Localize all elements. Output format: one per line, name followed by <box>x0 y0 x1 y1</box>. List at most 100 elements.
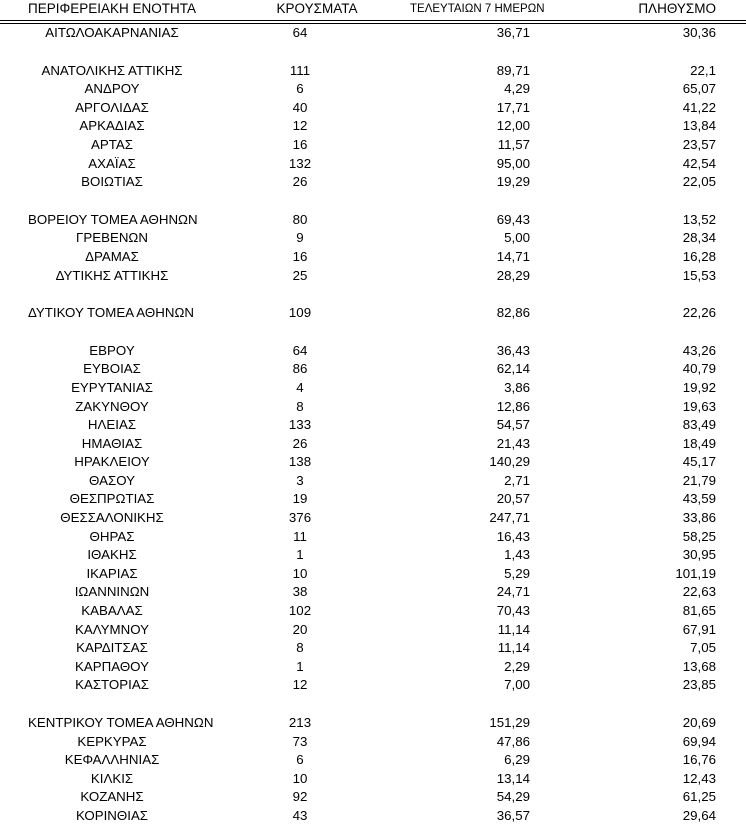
table-row[interactable]: ΑΝΔΡΟΥ 6 4,29 65,07 <box>0 80 746 99</box>
cell-last-7-days: 11,14 <box>497 621 530 637</box>
cell-region: ΔΥΤΙΚΟΥ ΤΟΜΕΑ ΑΘΗΝΩΝ <box>28 305 194 321</box>
cell-last-7-days: 36,57 <box>496 807 530 823</box>
cell-cases: 80 <box>292 211 308 227</box>
table-row[interactable]: ΚΑΛΥΜΝΟΥ 20 11,14 67,91 <box>0 621 746 640</box>
cell-population: 30,36 <box>682 25 716 40</box>
table-row[interactable]: ΚΑΣΤΟΡΙΑΣ 12 7,00 23,85 <box>0 676 746 695</box>
table-row[interactable]: ΘΕΣΣΑΛΟΝΙΚΗΣ 376 247,71 33,86 <box>0 509 746 528</box>
cell-last-7-days: 95,00 <box>496 155 530 171</box>
cell-population: 28,34 <box>682 230 716 246</box>
cell-region: ΑΡΚΑΔΙΑΣ <box>79 118 145 134</box>
cell-cases: 1 <box>296 658 304 674</box>
cell-cases: 6 <box>296 752 304 768</box>
cell-cases: 111 <box>289 62 311 78</box>
cell-region: ΘΑΣΟΥ <box>89 472 135 488</box>
cell-region: ΑΙΤΩΛΟΑΚΑΡΝΑΝΙΑΣ <box>45 25 179 40</box>
table-row[interactable]: ΚΟΖΑΝΗΣ 92 54,29 61,25 <box>0 788 746 807</box>
table-row[interactable]: ΚΕΝΤΡΙΚΟΥ ΤΟΜΕΑ ΑΘΗΝΩΝ 213 151,29 20,69 <box>0 714 746 733</box>
table-row[interactable]: ΗΛΕΙΑΣ 133 54,57 83,49 <box>0 416 746 435</box>
cell-population: 20,69 <box>682 715 716 730</box>
table-spacer-cell <box>0 695 746 714</box>
table-row[interactable]: ΙΚΑΡΙΑΣ 10 5,29 101,19 <box>0 565 746 584</box>
table-row[interactable]: ΕΥΒΟΙΑΣ 86 62,14 40,79 <box>0 360 746 379</box>
table-row[interactable]: ΙΘΑΚΗΣ 1 1,43 30,95 <box>0 546 746 565</box>
cell-population: 83,49 <box>682 417 716 433</box>
table-row[interactable]: ΔΡΑΜΑΣ 16 14,71 16,28 <box>0 248 746 267</box>
cell-region: ΕΒΡΟΥ <box>89 342 135 358</box>
table-row[interactable]: ΚΑΡΔΙΤΣΑΣ 8 11,14 7,05 <box>0 639 746 658</box>
cell-population: 61,25 <box>682 789 716 805</box>
cell-region: ΚΕΦΑΛΛΗΝΙΑΣ <box>64 752 160 768</box>
table-row[interactable]: ΑΧΑΪΑΣ 132 95,00 42,54 <box>0 155 746 174</box>
cell-population: 19,92 <box>682 379 716 395</box>
cell-population: 101,19 <box>675 565 716 581</box>
table-row[interactable]: ΒΟΡΕΙΟΥ ΤΟΜΕΑ ΑΘΗΝΩΝ 80 69,43 13,52 <box>0 211 746 230</box>
cell-cases: 10 <box>292 565 308 581</box>
cell-cases: 16 <box>292 248 308 264</box>
cell-cases: 16 <box>292 136 308 152</box>
table-row[interactable]: ΚΙΛΚΙΣ 10 13,14 12,43 <box>0 770 746 789</box>
cell-population: 43,26 <box>682 342 716 358</box>
table-spacer-row <box>0 43 746 62</box>
cell-last-7-days: 14,71 <box>496 248 530 264</box>
cell-population: 16,28 <box>682 248 716 264</box>
table-row[interactable]: ΕΒΡΟΥ 64 36,43 43,26 <box>0 342 746 361</box>
cell-last-7-days: 151,29 <box>489 715 530 730</box>
cell-cases: 73 <box>292 733 308 749</box>
cell-cases: 102 <box>288 603 312 619</box>
cell-last-7-days: 13,14 <box>496 770 530 786</box>
cell-region: ΑΡΤΑΣ <box>91 136 133 152</box>
table-row[interactable]: ΓΡΕΒΕΝΩΝ 9 5,00 28,34 <box>0 229 746 248</box>
table-row[interactable]: ΗΜΑΘΙΑΣ 26 21,43 18,49 <box>0 435 746 454</box>
cell-cases: 4 <box>296 379 304 395</box>
table-row[interactable]: ΔΥΤΙΚΗΣ ΑΤΤΙΚΗΣ 25 28,29 15,53 <box>0 267 746 286</box>
cell-region: ΚΟΖΑΝΗΣ <box>80 789 144 805</box>
table-row[interactable]: ΙΩΑΝΝΙΝΩΝ 38 24,71 22,63 <box>0 583 746 602</box>
cell-cases: 10 <box>292 770 308 786</box>
cell-last-7-days: 47,86 <box>496 733 530 749</box>
table-row[interactable]: ΚΑΒΑΛΑΣ 102 70,43 81,65 <box>0 602 746 621</box>
table-row[interactable]: ΕΥΡΥΤΑΝΙΑΣ 4 3,86 19,92 <box>0 379 746 398</box>
cell-cases: 6 <box>296 81 304 97</box>
cell-region: ΔΡΑΜΑΣ <box>85 248 139 264</box>
cell-cases: 43 <box>292 807 308 823</box>
cell-last-7-days: 89,71 <box>496 62 530 78</box>
cell-cases: 64 <box>292 342 308 358</box>
cell-region: ΙΩΑΝΝΙΝΩΝ <box>74 584 150 600</box>
table-spacer-cell <box>0 285 746 304</box>
column-header-population[interactable]: ΠΛΗΘΥΣΜΟ <box>638 1 716 16</box>
table-row[interactable]: ΗΡΑΚΛΕΙΟΥ 138 140,29 45,17 <box>0 453 746 472</box>
table-row[interactable]: ΑΡΓΟΛΙΔΑΣ 40 17,71 41,22 <box>0 99 746 118</box>
cell-cases: 26 <box>292 435 308 451</box>
cell-population: 30,95 <box>682 547 716 563</box>
table-row[interactable]: ΑΡΚΑΔΙΑΣ 12 12,00 13,84 <box>0 117 746 136</box>
cell-cases: 26 <box>292 174 308 190</box>
table-row[interactable]: ΑΡΤΑΣ 16 11,57 23,57 <box>0 136 746 155</box>
header-rule-row <box>0 19 746 24</box>
cell-population: 13,52 <box>682 211 716 227</box>
column-header-region[interactable]: ΠΕΡΙΦΕΡΕΙΑΚΗ ΕΝΟΤΗΤΑ <box>27 1 197 16</box>
table-row[interactable]: ΚΑΡΠΑΘΟΥ 1 2,29 13,68 <box>0 658 746 677</box>
table-row[interactable]: ΔΥΤΙΚΟΥ ΤΟΜΕΑ ΑΘΗΝΩΝ 109 82,86 22,26 <box>0 304 746 323</box>
table-row[interactable]: ΘΕΣΠΡΩΤΙΑΣ 19 20,57 43,59 <box>0 490 746 509</box>
column-header-last-7-days[interactable]: ΤΕΛΕΥΤΑΙΩΝ 7 ΗΜΕΡΩΝ <box>410 3 545 15</box>
cell-region: ΚΑΡΠΑΘΟΥ <box>75 658 149 674</box>
table-row[interactable]: ΘΗΡΑΣ 11 16,43 58,25 <box>0 528 746 547</box>
table-row[interactable]: ΑΙΤΩΛΟΑΚΑΡΝΑΝΙΑΣ 64 36,71 30,36 <box>0 24 746 43</box>
table-row[interactable]: ΘΑΣΟΥ 3 2,71 21,79 <box>0 472 746 491</box>
cell-last-7-days: 2,29 <box>504 658 530 674</box>
table-row[interactable]: ΚΟΡΙΝΘΙΑΣ 43 36,57 29,64 <box>0 807 746 826</box>
cell-population: 18,49 <box>682 435 716 451</box>
cell-population: 58,25 <box>682 528 716 544</box>
cell-last-7-days: 82,86 <box>496 305 530 321</box>
table-row[interactable]: ΚΕΡΚΥΡΑΣ 73 47,86 69,94 <box>0 733 746 752</box>
column-header-cases[interactable]: ΚΡΟΥΣΜΑΤΑ <box>276 1 358 16</box>
cell-last-7-days: 20,57 <box>496 491 530 507</box>
table-row[interactable]: ΑΝΑΤΟΛΙΚΗΣ ΑΤΤΙΚΗΣ 111 89,71 22,1 <box>0 62 746 81</box>
table-spacer-row <box>0 192 746 211</box>
cell-region: ΚΙΛΚΙΣ <box>90 770 134 786</box>
table-row[interactable]: ΚΕΦΑΛΛΗΝΙΑΣ 6 6,29 16,76 <box>0 751 746 770</box>
table-row[interactable]: ΒΟΙΩΤΙΑΣ 26 19,29 22,05 <box>0 173 746 192</box>
cell-cases: 25 <box>292 267 308 283</box>
table-row[interactable]: ΖΑΚΥΝΘΟΥ 8 12,86 19,63 <box>0 398 746 417</box>
